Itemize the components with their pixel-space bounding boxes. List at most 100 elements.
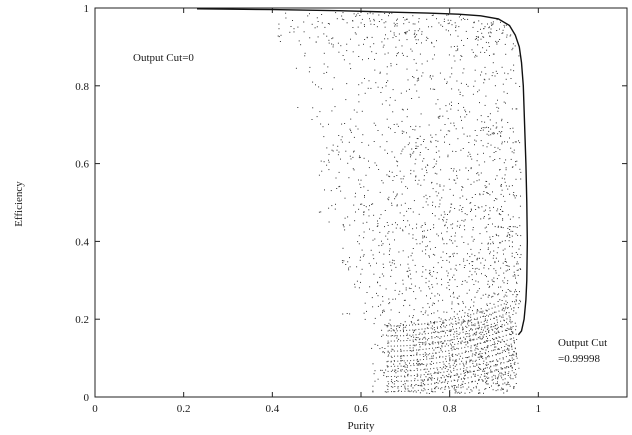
scatter-point: [368, 167, 370, 169]
scatter-point: [457, 49, 459, 51]
scatter-point: [425, 194, 427, 196]
scatter-point: [459, 355, 461, 357]
scatter-point: [360, 22, 362, 24]
scatter-point: [358, 94, 360, 96]
scatter-point: [437, 310, 439, 312]
scatter-point: [487, 242, 489, 244]
scatter-point: [387, 388, 389, 390]
scatter-point: [493, 303, 495, 305]
scatter-point: [497, 247, 499, 249]
scatter-point: [471, 197, 473, 198]
scatter-point: [440, 256, 442, 258]
scatter-point: [487, 346, 489, 348]
scatter-point: [513, 70, 515, 72]
scatter-point: [377, 344, 379, 346]
scatter-point: [446, 219, 448, 221]
scatter-point: [453, 179, 455, 181]
scatter-point: [391, 12, 393, 14]
scatter-point: [455, 232, 456, 234]
scatter-point: [477, 310, 479, 312]
scatter-point: [442, 299, 444, 301]
scatter-point: [396, 325, 398, 327]
scatter-point: [338, 186, 340, 188]
scatter-point: [502, 357, 504, 359]
scatter-point: [495, 377, 497, 379]
scatter-point: [440, 348, 442, 350]
scatter-point: [416, 373, 418, 375]
scatter-point: [492, 223, 493, 225]
scatter-point: [398, 327, 400, 328]
scatter-point: [481, 338, 483, 340]
scatter-point: [416, 354, 418, 356]
scatter-point: [474, 38, 476, 40]
scatter-point: [516, 226, 518, 228]
scatter-point: [483, 312, 485, 314]
scatter-point: [481, 206, 483, 208]
scatter-point: [512, 230, 514, 232]
scatter-point: [444, 224, 446, 226]
scatter-point: [431, 41, 433, 43]
scatter-point: [471, 265, 473, 266]
scatter-point: [501, 206, 502, 208]
scatter-point: [485, 357, 487, 359]
scatter-point: [400, 370, 402, 372]
scatter-point: [512, 131, 514, 133]
scatter-point: [482, 331, 484, 333]
scatter-point: [501, 184, 502, 186]
scatter-point: [414, 380, 416, 382]
scatter-point: [384, 391, 386, 393]
scatter-point: [316, 17, 318, 19]
scatter-point: [295, 67, 297, 69]
scatter-point: [353, 204, 355, 206]
scatter-point: [375, 124, 377, 126]
scatter-point: [383, 22, 385, 24]
scatter-point: [468, 333, 470, 335]
scatter-point: [459, 91, 461, 93]
scatter-point: [476, 345, 478, 347]
scatter-point: [382, 182, 384, 184]
scatter-point: [415, 158, 417, 160]
scatter-point: [489, 335, 491, 336]
scatter-point: [451, 105, 452, 106]
scatter-point: [472, 51, 474, 53]
scatter-point: [419, 135, 421, 137]
scatter-point: [439, 367, 441, 368]
scatter-point: [492, 280, 494, 282]
scatter-point: [515, 233, 517, 235]
scatter-point: [480, 115, 482, 117]
scatter-point: [516, 263, 518, 265]
scatter-point: [364, 92, 366, 94]
scatter-point: [475, 328, 477, 330]
scatter-point: [424, 222, 426, 224]
scatter-point: [500, 186, 502, 187]
scatter-point: [504, 367, 506, 369]
scatter-point: [384, 324, 386, 326]
scatter-point: [444, 78, 446, 80]
scatter-point: [338, 51, 340, 53]
scatter-point: [475, 352, 477, 354]
scatter-point: [463, 367, 465, 369]
scatter-point: [454, 22, 456, 24]
scatter-point: [463, 133, 465, 135]
scatter-point: [412, 23, 414, 25]
scatter-point: [510, 226, 511, 228]
scatter-point: [492, 389, 494, 391]
scatter-point: [345, 99, 347, 101]
scatter-point: [504, 72, 506, 74]
scatter-point: [484, 316, 486, 317]
scatter-point: [486, 362, 488, 364]
scatter-point: [361, 268, 363, 270]
scatter-point: [414, 285, 416, 287]
scatter-point: [447, 340, 449, 342]
scatter-point: [427, 245, 428, 247]
scatter-point: [396, 55, 397, 57]
scatter-point: [440, 349, 442, 351]
scatter-point: [494, 375, 496, 377]
scatter-point: [435, 352, 437, 354]
scatter-point: [399, 212, 401, 214]
scatter-point: [483, 267, 485, 269]
scatter-point: [493, 292, 495, 294]
scatter-point: [450, 168, 452, 169]
scatter-point: [469, 320, 471, 322]
scatter-point: [422, 348, 424, 350]
